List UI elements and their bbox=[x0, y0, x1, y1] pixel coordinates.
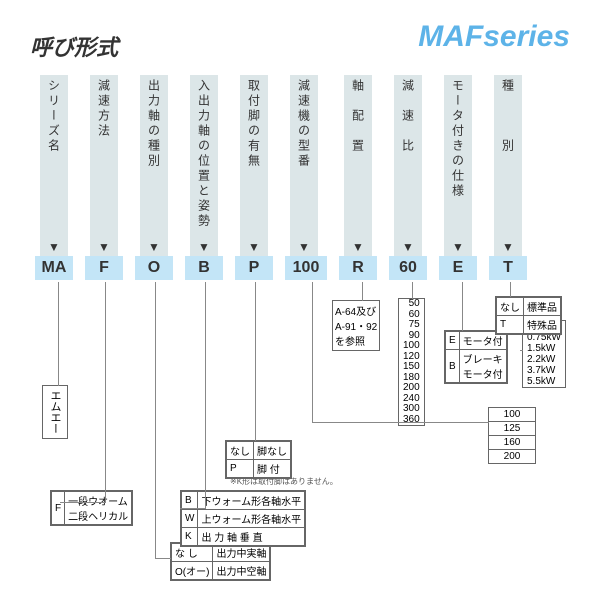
col-0: シリーズ名▼ bbox=[40, 75, 68, 258]
note-e: Eモータ付 Bブレーキ モータ付 bbox=[444, 330, 508, 384]
note-b: B下ウォーム形各軸水平 W上ウォーム形各軸水平 K出 力 軸 垂 直 bbox=[180, 490, 306, 547]
col-4: 取付脚の有無▼ bbox=[240, 75, 268, 258]
code-9: T bbox=[489, 256, 527, 280]
code-4: P bbox=[235, 256, 273, 280]
note-r: A-64及び A-91・92 を参照 bbox=[332, 300, 380, 351]
code-8: E bbox=[439, 256, 477, 280]
col-8: モータ付きの仕様▼ bbox=[444, 75, 472, 258]
col-2: 出力軸の種別▼ bbox=[140, 75, 168, 258]
col-7: 減 速 比▼ bbox=[394, 75, 422, 258]
col-5: 減速機の型番▼ bbox=[290, 75, 318, 258]
code-7: 60 bbox=[389, 256, 427, 280]
code-5: 100 bbox=[285, 256, 327, 280]
note-frame: 100125160200 bbox=[488, 408, 536, 464]
col-3: 入出力軸の位置と姿勢▼ bbox=[190, 75, 218, 258]
code-6: R bbox=[339, 256, 377, 280]
code-2: O bbox=[135, 256, 173, 280]
col-6: 軸 配 置▼ bbox=[344, 75, 372, 258]
note-p: なし脚なし P脚 付 bbox=[225, 440, 292, 479]
code-3: B bbox=[185, 256, 223, 280]
note-ratio: 50607590100120150180200240300360 bbox=[398, 298, 425, 426]
note-ma: エムエー bbox=[42, 385, 68, 439]
col-9: 種 別▼ bbox=[494, 75, 522, 258]
col-1: 減速方法▼ bbox=[90, 75, 118, 258]
title-jp: 呼び形式 bbox=[30, 30, 118, 62]
note-t: なし標準品 T特殊品 bbox=[495, 296, 562, 335]
code-0: MA bbox=[35, 256, 73, 280]
code-1: F bbox=[85, 256, 123, 280]
title-en: MAFseries bbox=[418, 20, 570, 54]
note-f: F一段ウオーム 二段ヘリカル bbox=[50, 490, 133, 526]
note-o: な し出力中実軸 O(オー)出力中空軸 bbox=[170, 542, 271, 581]
